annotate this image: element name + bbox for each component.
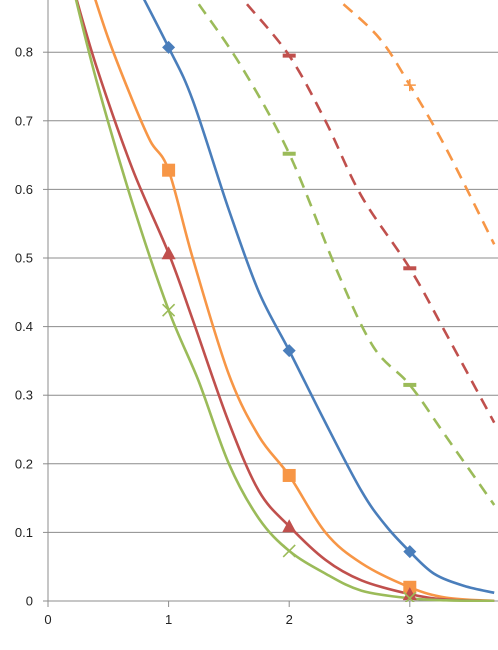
series-5-marker-1 [403, 266, 417, 271]
series-0-marker-0 [162, 40, 176, 54]
series-0-marker-1 [282, 344, 296, 358]
series-line-5 [245, 3, 496, 424]
y-tick-label-5: 0.5 [15, 251, 33, 266]
series-4-marker-0 [282, 151, 296, 156]
series-5-marker-0 [282, 53, 296, 58]
y-tick-label-1: 0.1 [15, 525, 33, 540]
series-3-marker-0 [162, 303, 176, 317]
series-2-marker-1 [282, 519, 297, 533]
y-tick-label-8: 0.8 [15, 45, 33, 60]
series-3-marker-2 [403, 591, 417, 602]
series-1-marker-1 [282, 468, 296, 482]
x-tick-label-3: 3 [406, 612, 413, 627]
y-tick-label-7: 0.7 [15, 113, 33, 128]
series-group [74, 0, 496, 602]
axes [43, 0, 498, 607]
series-2-marker-2 [402, 587, 417, 601]
series-2-marker-0 [161, 246, 176, 260]
x-tick-label-0: 0 [44, 612, 51, 627]
y-tick-label-0: 0 [26, 594, 33, 609]
y-tick-label-3: 0.3 [15, 388, 33, 403]
series-line-0 [142, 0, 495, 595]
y-tick-label-4: 0.4 [15, 319, 33, 334]
series-6-marker-0 [403, 79, 416, 92]
series-4-marker-1 [403, 382, 417, 387]
series-0-marker-2 [403, 545, 417, 559]
series-1-marker-0 [162, 163, 176, 177]
series-3-marker-1 [282, 544, 296, 558]
series-line-1 [94, 0, 495, 602]
y-tick-label-6: 0.6 [15, 182, 33, 197]
y-tick-label-2: 0.2 [15, 456, 33, 471]
series-line-4 [197, 3, 496, 506]
x-tick-label-1: 1 [165, 612, 172, 627]
series-line-6 [342, 3, 496, 245]
tick-labels: 0 0.1 0.2 0.3 0.4 0.5 0.6 0.7 0.8 0 1 2 3 [15, 45, 413, 627]
gridlines [48, 51, 498, 533]
series-line-2 [75, 0, 495, 602]
marker-group [161, 40, 417, 602]
x-tick-label-2: 2 [286, 612, 293, 627]
series-line-3 [74, 0, 495, 602]
